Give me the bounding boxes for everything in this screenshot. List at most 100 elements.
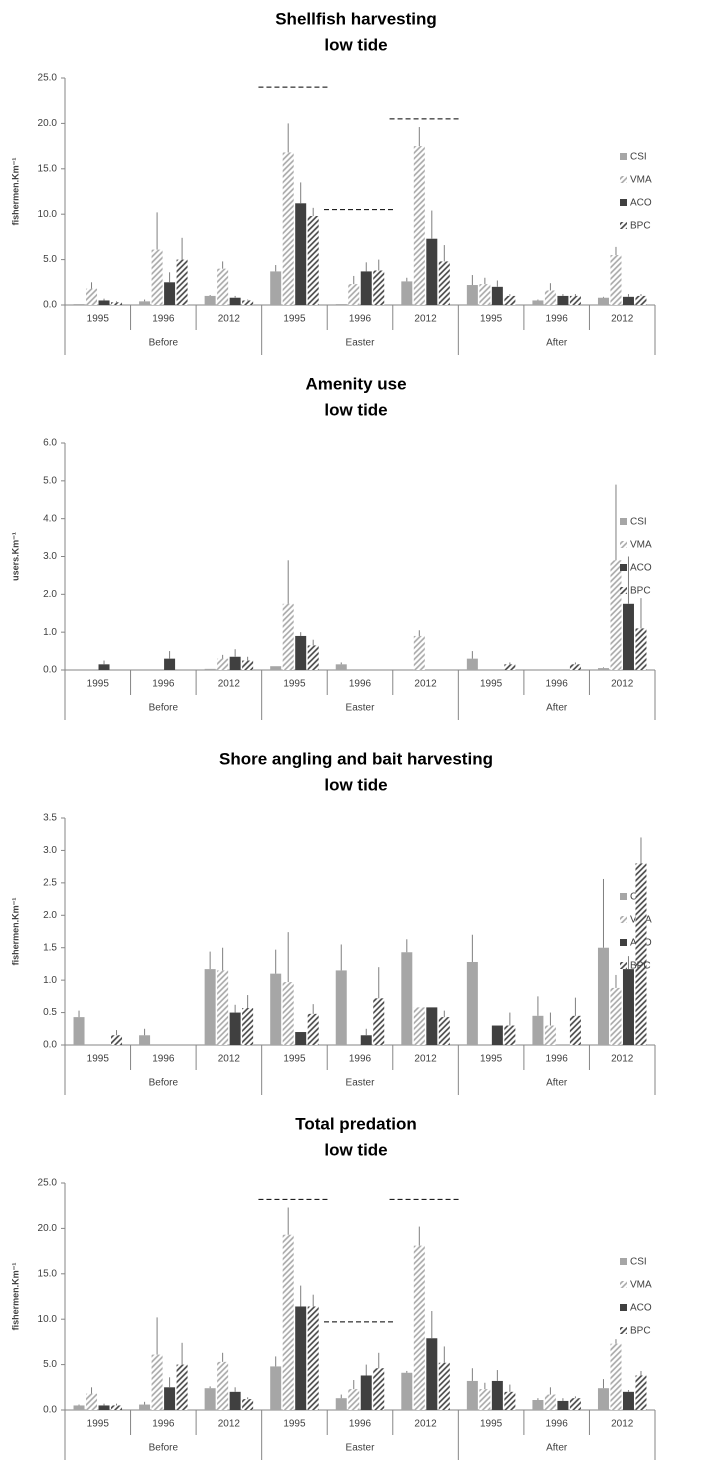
legend-label: VMA <box>630 1280 652 1291</box>
bar <box>438 1362 450 1410</box>
bar <box>282 603 294 670</box>
bar <box>307 1306 319 1410</box>
x-tick-label: 2012 <box>611 679 634 690</box>
y-tick-label: 0.0 <box>43 665 57 676</box>
x-tick-label: 1996 <box>349 314 372 325</box>
x-tick-label: 2012 <box>414 1419 437 1430</box>
x-tick-label: 1996 <box>152 1054 175 1065</box>
chart-title: Shore angling and bait harvesting <box>219 749 493 768</box>
category-group-label: Easter <box>346 1078 376 1089</box>
x-tick-label: 2012 <box>611 1419 634 1430</box>
x-tick-label: 1995 <box>87 314 110 325</box>
y-tick-label: 3.5 <box>43 813 57 824</box>
bar <box>373 1368 385 1410</box>
legend-swatch <box>620 1258 627 1265</box>
bar <box>242 300 254 305</box>
legend-label: VMA <box>630 540 652 551</box>
bar <box>635 1375 647 1410</box>
bar <box>532 1400 544 1410</box>
legend-swatch <box>620 1281 627 1288</box>
legend-swatch <box>620 916 627 923</box>
y-axis-label: fishermen.Km⁻¹ <box>10 158 20 226</box>
y-tick-label: 5.0 <box>43 475 57 486</box>
legend-swatch <box>620 1327 627 1334</box>
y-tick-label: 2.0 <box>43 910 57 921</box>
legend-swatch <box>620 199 627 206</box>
legend-swatch <box>620 893 627 900</box>
y-tick-label: 1.0 <box>43 627 57 638</box>
bar <box>597 297 609 305</box>
chart-subtitle: low tide <box>324 400 387 419</box>
bar <box>229 297 241 305</box>
legend-swatch <box>620 541 627 548</box>
x-tick-label: 2012 <box>611 314 634 325</box>
legend-label: BPC <box>630 961 651 972</box>
bar <box>229 1012 241 1045</box>
bar <box>282 152 294 305</box>
bar <box>413 146 425 305</box>
bar <box>635 863 647 1045</box>
bar <box>622 603 634 670</box>
category-group-label: Easter <box>346 703 376 714</box>
x-tick-label: 1996 <box>546 1054 569 1065</box>
legend-label: CSI <box>630 517 647 528</box>
x-tick-label: 2012 <box>218 314 241 325</box>
x-tick-label: 1995 <box>283 1054 306 1065</box>
y-tick-label: 0.0 <box>43 300 57 311</box>
x-tick-label: 1996 <box>546 314 569 325</box>
bar <box>217 268 229 305</box>
bar <box>466 285 478 305</box>
bar <box>242 1008 254 1045</box>
x-tick-label: 1995 <box>87 679 110 690</box>
chart-subtitle: low tide <box>324 775 387 794</box>
bar <box>164 658 176 670</box>
bar <box>335 1398 347 1410</box>
bar <box>557 295 569 305</box>
y-tick-label: 0.5 <box>43 1007 57 1018</box>
x-tick-label: 1996 <box>349 1419 372 1430</box>
bar <box>204 1388 216 1410</box>
x-tick-label: 2012 <box>218 679 241 690</box>
bar <box>532 300 544 305</box>
x-tick-label: 2012 <box>414 679 437 690</box>
x-tick-label: 1996 <box>152 679 175 690</box>
bar <box>229 656 241 670</box>
legend-swatch <box>620 222 627 229</box>
bar <box>610 255 622 305</box>
bar <box>504 1025 516 1045</box>
chart-subtitle: low tide <box>324 1140 387 1159</box>
bar <box>360 271 372 305</box>
chart-panel: Total predation low tide fishermen.Km⁻¹ 0.0… <box>10 1114 656 1460</box>
legend-label: CSI <box>630 1257 647 1268</box>
bar <box>597 947 609 1045</box>
category-group-label: Before <box>149 338 179 349</box>
bar <box>217 1361 229 1410</box>
legend-swatch <box>620 1304 627 1311</box>
y-axis-label: users.Km⁻¹ <box>10 532 20 581</box>
bar <box>204 969 216 1045</box>
bar <box>86 1393 98 1410</box>
y-tick-label: 10.0 <box>38 209 58 220</box>
legend-label: ACO <box>630 198 652 209</box>
y-tick-label: 1.0 <box>43 975 57 986</box>
chart-panel: Shore angling and bait harvesting low tid… <box>10 749 656 1095</box>
bar <box>282 1234 294 1410</box>
x-tick-label: 2012 <box>218 1419 241 1430</box>
x-tick-label: 1996 <box>546 679 569 690</box>
bar <box>504 664 516 670</box>
legend-label: CSI <box>630 152 647 163</box>
bar <box>73 304 85 305</box>
legend-swatch <box>620 939 627 946</box>
bar <box>438 1017 450 1045</box>
legend-label: ACO <box>630 1303 652 1314</box>
bar <box>413 1245 425 1410</box>
bar <box>335 664 347 670</box>
bar <box>111 1405 123 1410</box>
bar <box>204 295 216 305</box>
category-group-label: After <box>546 1443 568 1454</box>
bar <box>307 216 319 305</box>
x-tick-label: 1995 <box>283 314 306 325</box>
bar <box>401 1372 413 1410</box>
bar <box>426 1338 438 1410</box>
